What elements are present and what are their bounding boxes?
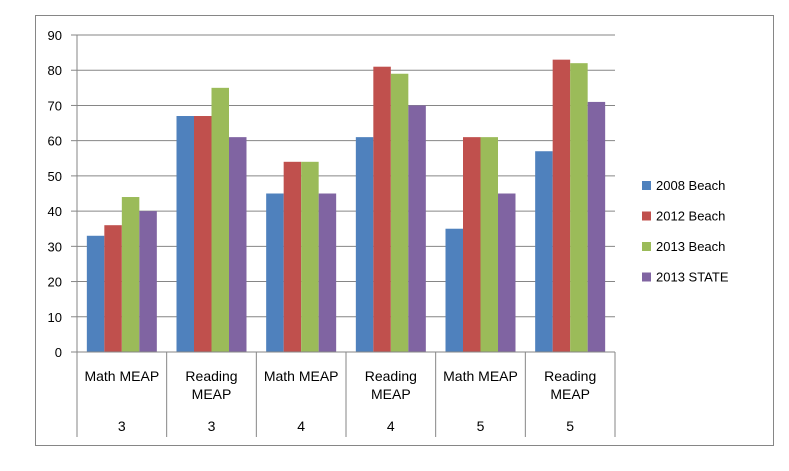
bar-2008-beach-4 — [445, 228, 463, 352]
bar-2013-beach-3 — [390, 73, 409, 352]
grade-label-0: 3 — [118, 418, 126, 434]
bar-2013-state-0 — [139, 211, 157, 352]
grade-label-3: 4 — [387, 418, 395, 434]
y-tick-label-60: 60 — [48, 134, 62, 149]
legend-label-2008-beach: 2008 Beach — [656, 178, 725, 193]
bar-2012-beach-1 — [194, 116, 212, 352]
category-label-1: Reading MEAP — [185, 368, 237, 402]
bar-2013-state-1 — [229, 137, 247, 352]
y-tick-label-30: 30 — [48, 239, 62, 254]
bar-2013-state-5 — [587, 101, 606, 352]
category-label-5: Reading MEAP — [544, 368, 596, 402]
bar-2013-beach-1 — [211, 87, 229, 352]
bar-2013-beach-5 — [570, 63, 588, 353]
bar-2013-state-2 — [318, 193, 337, 352]
y-tick-label-80: 80 — [48, 63, 62, 78]
category-label-4: Math MEAP — [443, 368, 518, 384]
bar-2013-state-4 — [498, 193, 516, 352]
bar-2013-beach-0 — [121, 197, 140, 352]
legend-label-2013-state: 2013 STATE — [656, 270, 729, 285]
bar-2008-beach-0 — [86, 235, 105, 352]
y-tick-label-0: 0 — [55, 345, 62, 360]
bar-2012-beach-2 — [283, 161, 302, 352]
bar-2013-beach-2 — [301, 161, 319, 352]
legend-swatch-2013-state — [642, 272, 651, 282]
bar-2012-beach-0 — [104, 225, 122, 352]
bar-2008-beach-1 — [176, 116, 194, 352]
category-label-3: Reading MEAP — [365, 368, 417, 402]
y-tick-label-20: 20 — [48, 275, 62, 290]
bar-2012-beach-4 — [463, 137, 481, 352]
bar-2013-beach-4 — [480, 137, 498, 352]
y-tick-label-50: 50 — [48, 169, 62, 184]
legend-swatch-2013-beach — [642, 242, 651, 251]
bar-2008-beach-3 — [355, 137, 374, 352]
legend-label-2013-beach: 2013 Beach — [656, 239, 725, 254]
bar-2008-beach-2 — [266, 193, 284, 352]
grade-label-5: 5 — [566, 418, 574, 434]
y-tick-label-90: 90 — [48, 28, 62, 43]
category-label-2: Math MEAP — [264, 368, 339, 384]
y-tick-label-70: 70 — [48, 98, 62, 113]
bar-2012-beach-5 — [552, 59, 571, 353]
y-tick-label-10: 10 — [48, 310, 62, 325]
grade-label-1: 3 — [208, 418, 216, 434]
grade-label-2: 4 — [297, 418, 305, 434]
legend-swatch-2008-beach — [642, 181, 651, 190]
bar-2013-state-3 — [408, 105, 426, 352]
grade-label-4: 5 — [477, 418, 485, 434]
category-label-0: Math MEAP — [84, 368, 159, 384]
legend-swatch-2012-beach — [642, 211, 651, 221]
legend-label-2012-beach: 2012 Beach — [656, 209, 725, 224]
y-tick-label-40: 40 — [48, 204, 62, 219]
bar-2008-beach-5 — [535, 151, 553, 352]
bar-2012-beach-3 — [373, 66, 391, 352]
